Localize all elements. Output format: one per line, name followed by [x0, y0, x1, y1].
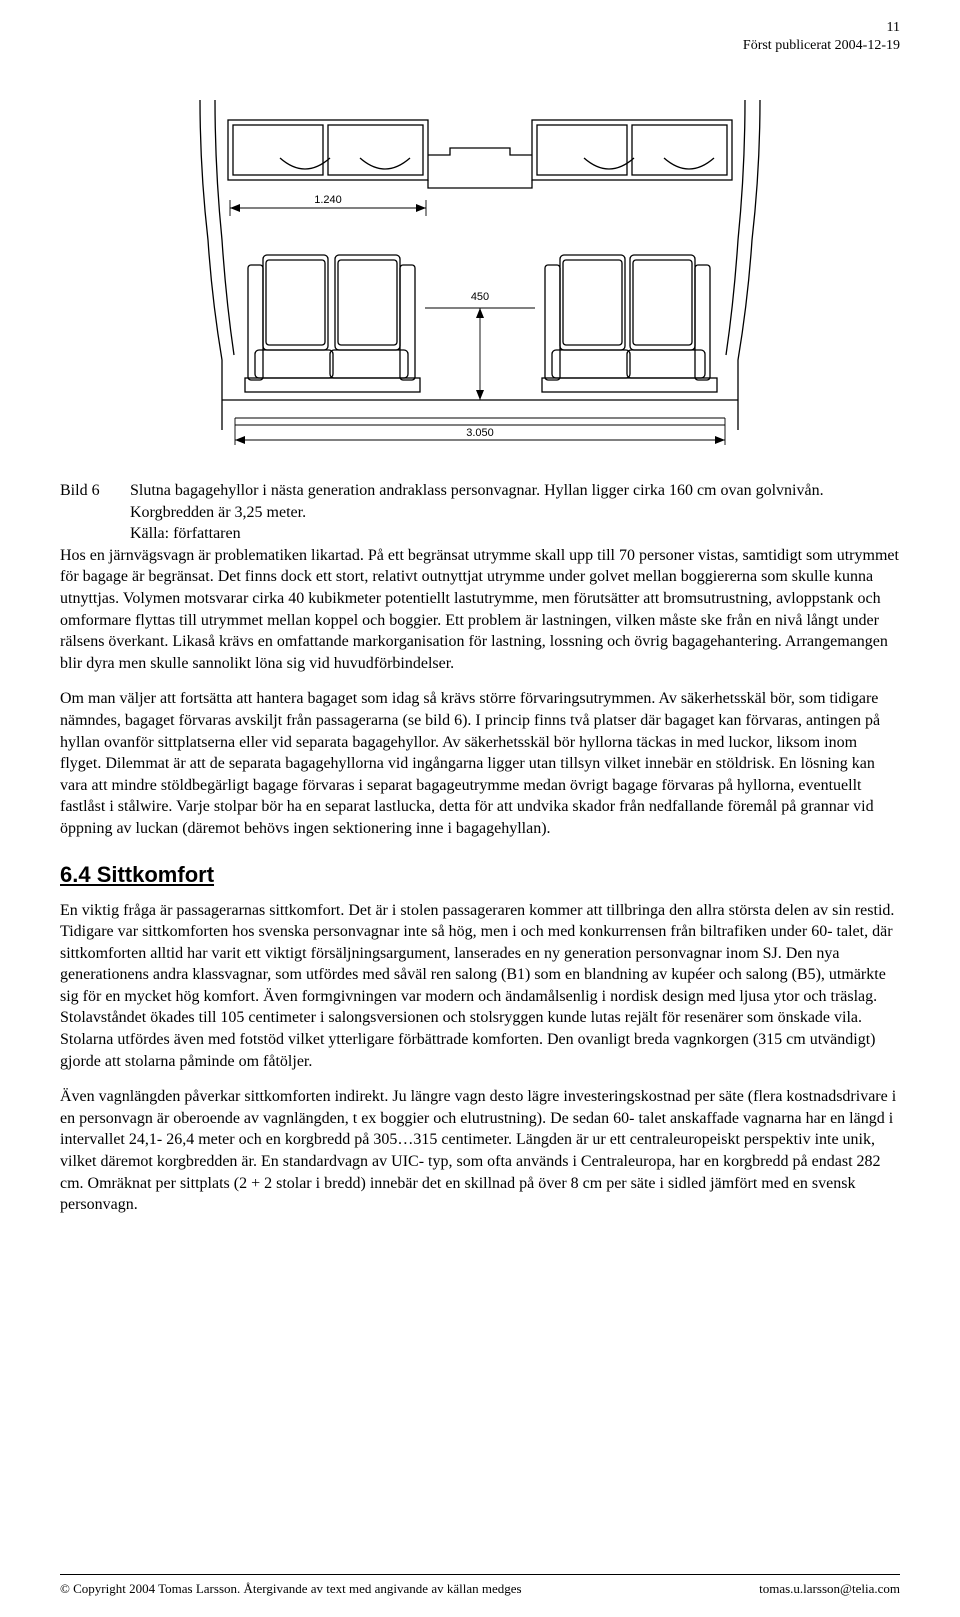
dim-label-width: 1.240: [314, 194, 342, 206]
dim-label-seat-height: 450: [471, 291, 489, 303]
body-text: Hos en järnvägsvagn är problematiken lik…: [60, 545, 900, 1216]
section-heading-6-4: 6.4 Sittkomfort: [60, 862, 900, 888]
figure-caption: Bild 6 Slutna bagagehyllor i nästa gener…: [60, 480, 900, 545]
footer-email: tomas.u.larsson@telia.com: [759, 1581, 900, 1597]
page: 11 Först publicerat 2004-12-19: [0, 0, 960, 1617]
paragraph: Hos en järnvägsvagn är problematiken lik…: [60, 545, 900, 675]
footer-copyright: © Copyright 2004 Tomas Larsson. Återgiva…: [60, 1581, 522, 1597]
paragraph: Även vagnlängden påverkar sittkomforten …: [60, 1086, 900, 1216]
figure-6-diagram: 1.240 450 3.050: [130, 100, 830, 460]
paragraph: En viktig fråga är passagerarnas sittkom…: [60, 900, 900, 1073]
figure-caption-text: Slutna bagagehyllor i nästa generation a…: [130, 480, 900, 545]
figure-caption-label: Bild 6: [60, 480, 130, 502]
page-footer: © Copyright 2004 Tomas Larsson. Återgiva…: [60, 1574, 900, 1597]
publication-date: Först publicerat 2004-12-19: [743, 38, 900, 54]
page-number: 11: [743, 20, 900, 36]
paragraph: Om man väljer att fortsätta att hantera …: [60, 688, 900, 839]
dim-label-overall: 3.050: [466, 427, 494, 439]
page-header: 11 Först publicerat 2004-12-19: [743, 20, 900, 54]
